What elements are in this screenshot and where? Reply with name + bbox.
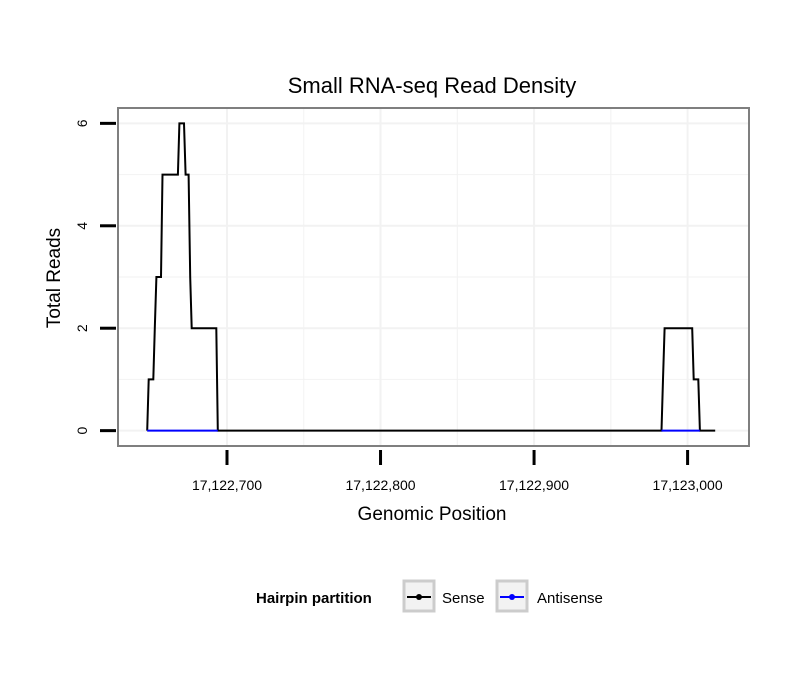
legend-dot-antisense <box>509 594 515 600</box>
series-sense-line <box>146 122 716 432</box>
legend-label-antisense: Antisense <box>537 590 603 607</box>
legend: Hairpin partition Sense Antisense <box>256 579 603 613</box>
x-tick-label: 17,122,800 <box>345 477 415 493</box>
y-axis-title: Total Reads <box>44 228 65 328</box>
chart-title: Small RNA-seq Read Density <box>288 73 577 98</box>
y-axis: 0 2 4 6 <box>74 119 116 434</box>
panel-border <box>117 107 750 447</box>
legend-title: Hairpin partition <box>256 590 372 607</box>
legend-dot-sense <box>416 594 422 600</box>
series-layer <box>146 122 716 432</box>
x-tick-label: 17,122,700 <box>192 477 262 493</box>
legend-label-sense: Sense <box>442 590 485 607</box>
x-tick-label: 17,123,000 <box>653 477 723 493</box>
y-tick-label: 4 <box>74 222 90 230</box>
x-axis-title: Genomic Position <box>358 504 507 525</box>
y-tick-label: 6 <box>74 119 90 127</box>
x-tick-label: 17,122,900 <box>499 477 569 493</box>
grid <box>118 108 749 446</box>
y-tick-label: 0 <box>74 426 90 434</box>
y-tick-label: 2 <box>74 324 90 332</box>
x-axis: 17,122,700 17,122,800 17,122,900 17,123,000 <box>192 450 723 493</box>
